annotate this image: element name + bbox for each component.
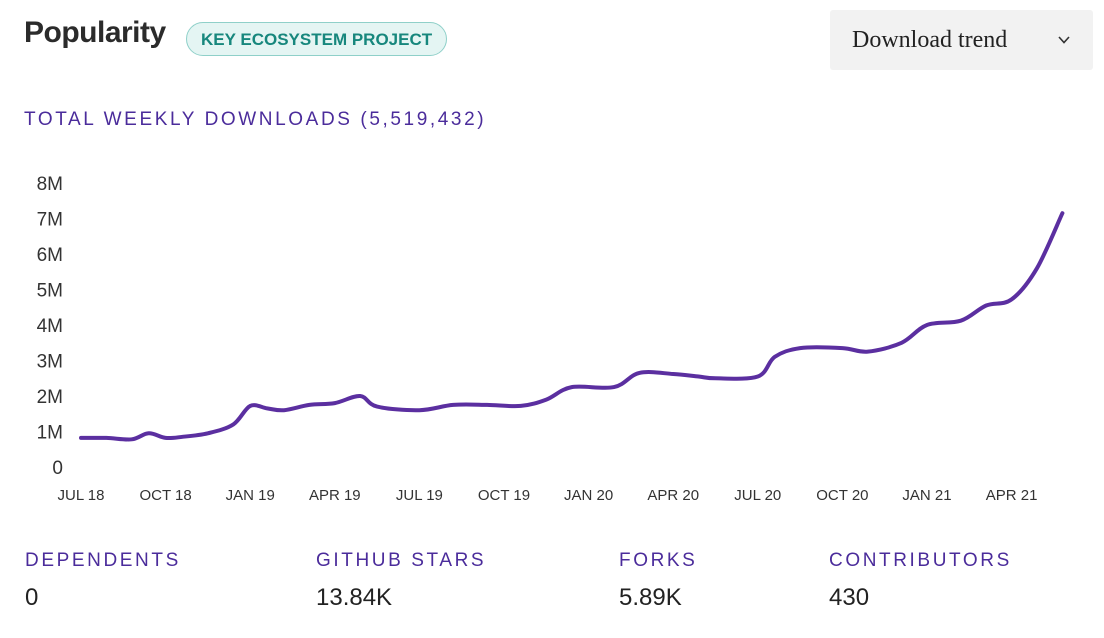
total-weekly-downloads-heading: TOTAL WEEKLY DOWNLOADS (5,519,432) [24, 109, 487, 130]
key-ecosystem-badge: KEY ECOSYSTEM PROJECT [186, 22, 448, 56]
stat-value: 0 [25, 584, 39, 611]
y-tick-label: 4M [37, 316, 63, 337]
x-tick-label: APR 20 [647, 487, 699, 504]
chevron-down-icon [1058, 36, 1070, 44]
stat-value: 430 [829, 584, 870, 611]
y-tick-label: 1M [37, 423, 63, 444]
stat-value: 5.89K [619, 584, 682, 611]
dropdown-label: Download trend [852, 26, 1008, 53]
y-tick-label: 8M [37, 174, 63, 195]
stat-github-stars: GITHUB STARS 13.84K [316, 550, 486, 612]
stat-contributors: CONTRIBUTORS 430 [829, 550, 1012, 612]
x-tick-label: JUL 20 [734, 487, 781, 504]
x-tick-label: APR 21 [986, 487, 1038, 504]
download-trend-dropdown[interactable]: Download trend [830, 10, 1093, 70]
page-title: Popularity [24, 16, 166, 49]
stat-forks: FORKS 5.89K [619, 550, 697, 612]
x-tick-label: OCT 19 [478, 487, 530, 504]
x-tick-label: JAN 21 [902, 487, 951, 504]
x-tick-label: JAN 20 [564, 487, 613, 504]
y-tick-label: 0 [52, 458, 63, 479]
stat-label: CONTRIBUTORS [829, 550, 1012, 571]
x-tick-label: OCT 18 [139, 487, 191, 504]
stat-dependents: DEPENDENTS 0 [25, 550, 181, 612]
x-tick-label: JUL 18 [58, 487, 105, 504]
x-tick-label: OCT 20 [816, 487, 868, 504]
stat-label: FORKS [619, 550, 698, 571]
stat-label: DEPENDENTS [25, 550, 181, 571]
x-tick-label: JUL 19 [396, 487, 443, 504]
y-tick-label: 3M [37, 352, 63, 373]
y-tick-label: 2M [37, 387, 63, 408]
x-tick-label: JAN 19 [226, 487, 275, 504]
stat-value: 13.84K [316, 584, 393, 611]
stat-label: GITHUB STARS [316, 550, 487, 571]
download-trend-chart: 0 1M 2M 3M 4M 5M 6M 7M 8M JUL 18 OCT 18 JAN 19 APR 1… [37, 174, 1065, 504]
y-tick-label: 6M [37, 245, 63, 266]
x-tick-label: APR 19 [309, 487, 361, 504]
y-tick-label: 7M [37, 210, 63, 231]
downloads-series-line [79, 211, 1065, 442]
y-tick-label: 5M [37, 281, 63, 302]
